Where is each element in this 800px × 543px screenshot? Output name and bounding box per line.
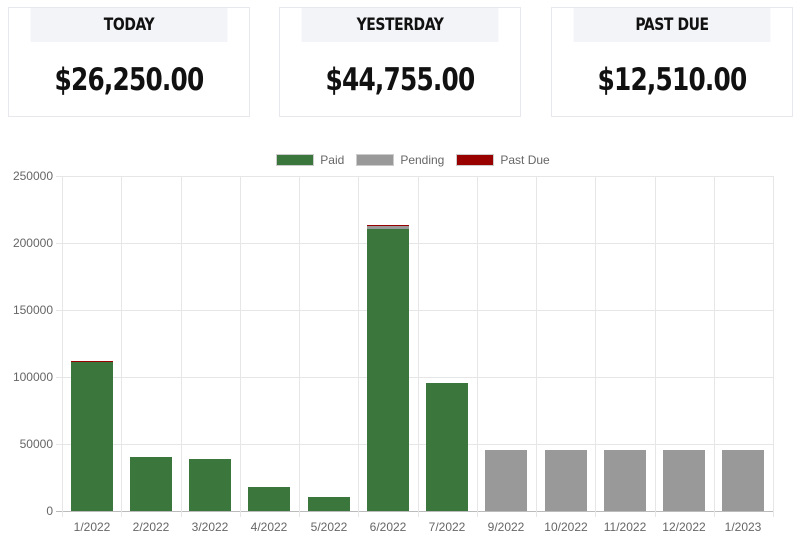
bar-7-2022[interactable] bbox=[426, 176, 468, 511]
gridline-horizontal bbox=[56, 243, 774, 244]
gridline-horizontal bbox=[56, 310, 774, 311]
bar-10-2022[interactable] bbox=[545, 176, 587, 511]
bar-6-2022[interactable] bbox=[367, 176, 409, 511]
legend-item-paid[interactable]: Paid bbox=[276, 153, 344, 167]
gridline-vertical bbox=[62, 176, 63, 517]
bar-segment-past-due bbox=[71, 360, 113, 362]
bar-segment-paid bbox=[248, 486, 290, 511]
bar-segment-paid bbox=[189, 459, 231, 511]
paid-swatch bbox=[276, 154, 315, 166]
bar-segment-paid bbox=[71, 361, 113, 511]
x-axis-tick-label: 4/2022 bbox=[250, 520, 288, 534]
y-axis-tick-label: 250000 bbox=[12, 169, 53, 183]
today-card-label: TODAY bbox=[30, 8, 228, 42]
x-axis-tick-label: 6/2022 bbox=[369, 520, 407, 534]
gridline-vertical bbox=[714, 176, 715, 517]
x-axis-tick-label: 11/2022 bbox=[603, 520, 647, 534]
gridline-vertical bbox=[595, 176, 596, 517]
bar-2-2022[interactable] bbox=[130, 176, 172, 511]
legend-label-paid: Paid bbox=[320, 153, 345, 167]
bar-1-2022[interactable] bbox=[71, 176, 113, 511]
gridline-vertical bbox=[240, 176, 241, 517]
bar-11-2022[interactable] bbox=[604, 176, 646, 511]
past-due-card: PAST DUE $12,510.00 bbox=[551, 7, 793, 117]
gridline-horizontal bbox=[56, 176, 774, 177]
legend-item-pending[interactable]: Pending bbox=[356, 153, 444, 167]
y-axis-tick-label: 200000 bbox=[12, 236, 53, 250]
bar-segment-paid bbox=[308, 496, 350, 511]
y-axis-tick-label: 150000 bbox=[12, 303, 53, 317]
gridline-vertical bbox=[773, 176, 774, 517]
gridline-horizontal bbox=[56, 511, 774, 512]
yesterday-card: YESTERDAY $44,755.00 bbox=[279, 7, 521, 117]
bar-3-2022[interactable] bbox=[189, 176, 231, 511]
past-due-card-value: $12,510.00 bbox=[597, 61, 748, 98]
bar-1-2023[interactable] bbox=[722, 176, 764, 511]
bar-segment-past-due bbox=[367, 224, 409, 226]
pending-swatch bbox=[356, 154, 395, 166]
x-axis-tick-label: 12/2022 bbox=[662, 520, 706, 534]
x-axis-tick-label: 3/2022 bbox=[191, 520, 229, 534]
gridline-vertical bbox=[536, 176, 537, 517]
bar-segment-pending bbox=[722, 450, 764, 511]
bar-segment-pending bbox=[367, 225, 409, 229]
y-axis-tick-label: 0 bbox=[46, 504, 53, 518]
gridline-horizontal bbox=[56, 377, 774, 378]
yesterday-card-label: YESTERDAY bbox=[301, 8, 499, 42]
bar-segment-paid bbox=[426, 383, 468, 511]
gridline-horizontal bbox=[56, 444, 774, 445]
x-axis-tick-label: 1/2022 bbox=[73, 520, 111, 534]
bar-12-2022[interactable] bbox=[663, 176, 705, 511]
gridline-vertical bbox=[418, 176, 419, 517]
x-axis-tick-label: 1/2023 bbox=[724, 520, 762, 534]
x-axis-tick-label: 10/2022 bbox=[544, 520, 588, 534]
x-axis-tick-label: 9/2022 bbox=[487, 520, 525, 534]
bar-segment-pending bbox=[545, 450, 587, 511]
today-card-value: $26,250.00 bbox=[54, 61, 205, 98]
gridline-vertical bbox=[477, 176, 478, 517]
bar-segment-paid bbox=[130, 457, 172, 511]
bar-5-2022[interactable] bbox=[308, 176, 350, 511]
x-axis-tick-label: 2/2022 bbox=[132, 520, 170, 534]
bar-4-2022[interactable] bbox=[248, 176, 290, 511]
bar-9-2022[interactable] bbox=[485, 176, 527, 511]
bar-segment-pending bbox=[485, 450, 527, 511]
yesterday-card-value: $44,755.00 bbox=[325, 61, 476, 98]
legend-item-past-due[interactable]: Past Due bbox=[456, 153, 550, 167]
chart-legend: Paid Pending Past Due bbox=[0, 153, 800, 167]
today-card: TODAY $26,250.00 bbox=[8, 7, 250, 117]
x-axis-tick-label: 5/2022 bbox=[310, 520, 348, 534]
gridline-vertical bbox=[358, 176, 359, 517]
bar-segment-pending bbox=[663, 450, 705, 511]
past-due-card-label: PAST DUE bbox=[573, 8, 771, 42]
legend-label-past-due: Past Due bbox=[500, 153, 550, 167]
x-axis-tick-label: 7/2022 bbox=[428, 520, 466, 534]
legend-label-pending: Pending bbox=[400, 153, 445, 167]
y-axis-tick-label: 50000 bbox=[19, 437, 53, 451]
gridline-vertical bbox=[299, 176, 300, 517]
past-due-swatch bbox=[456, 154, 495, 166]
bar-segment-pending bbox=[604, 450, 646, 511]
bar-segment-paid bbox=[367, 228, 409, 511]
gridline-vertical bbox=[181, 176, 182, 517]
gridline-vertical bbox=[121, 176, 122, 517]
gridline-vertical bbox=[655, 176, 656, 517]
y-axis-tick-label: 100000 bbox=[12, 370, 53, 384]
